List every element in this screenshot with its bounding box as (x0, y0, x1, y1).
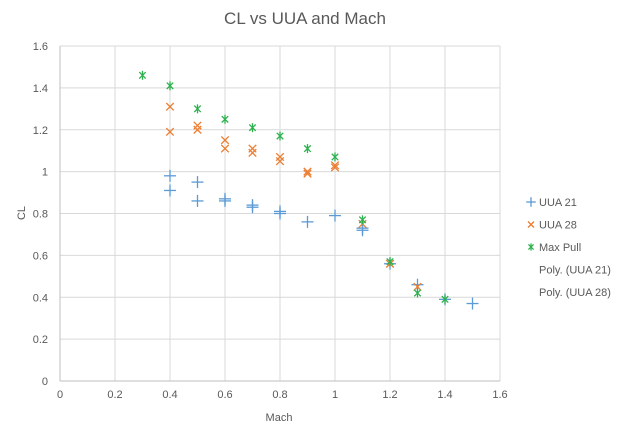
marker-stroke (330, 161, 340, 170)
data-point (386, 257, 394, 267)
data-point (138, 70, 147, 80)
data-point (330, 163, 340, 172)
data-point (165, 127, 175, 137)
legend-label: Max Pull (539, 242, 581, 254)
data-point (166, 81, 174, 91)
marker-stroke (220, 144, 230, 153)
x-tick-label: 1.2 (382, 389, 397, 401)
data-point (248, 123, 257, 133)
y-tick-label: 0.4 (33, 292, 48, 304)
data-point (193, 121, 202, 130)
marker-stroke (193, 125, 202, 134)
legend: UUA 21 UUA 28 Max Pull Poly. (UUA 21) Poly. … (526, 197, 611, 299)
marker-stroke (413, 282, 422, 291)
y-tick-label: 0.2 (33, 334, 48, 346)
y-tick-label: 1.2 (33, 125, 48, 137)
data-points (138, 70, 479, 310)
data-point (275, 156, 285, 166)
series-uua-28 (165, 102, 422, 291)
marker-stroke (165, 127, 175, 137)
marker-stroke (248, 148, 257, 157)
marker-stroke (165, 102, 175, 111)
x-tick-label: 1.6 (492, 389, 507, 401)
data-point (331, 152, 339, 162)
y-tick-labels: 0 0.2 0.4 0.6 0.8 1 1.2 1.4 1.6 (33, 41, 48, 388)
data-point (441, 294, 449, 304)
data-point (303, 144, 312, 154)
legend-label: Poly. (UUA 21) (539, 265, 611, 277)
x-tick-label: 0 (57, 389, 63, 401)
legend-item: Poly. (UUA 21) (539, 265, 611, 277)
y-axis-title: CL (16, 206, 28, 220)
x-tick-label: 0.6 (217, 389, 232, 401)
axes (59, 46, 500, 382)
data-point (219, 194, 231, 207)
x-tick-label: 0.2 (107, 389, 122, 401)
legend-label: UUA 21 (539, 197, 577, 209)
data-point (303, 167, 312, 176)
y-tick-label: 1.6 (33, 41, 48, 53)
legend-marker (527, 243, 535, 251)
data-point (193, 104, 202, 114)
data-point (276, 131, 284, 141)
marker-stroke (275, 156, 285, 166)
data-point (466, 297, 479, 310)
x-tick-label: 0.4 (162, 389, 177, 401)
data-point (164, 169, 176, 182)
data-point (164, 184, 176, 197)
data-point (220, 144, 230, 153)
legend-label: Poly. (UUA 28) (539, 287, 611, 299)
legend-item: Max Pull (527, 242, 581, 254)
data-point (413, 288, 422, 298)
data-point (220, 136, 230, 145)
data-point (301, 215, 314, 228)
x-tick-label: 1.4 (437, 389, 452, 401)
marker-stroke (303, 169, 312, 178)
marker-stroke (220, 136, 230, 145)
data-point (191, 176, 204, 189)
legend-label: UUA 28 (539, 220, 577, 232)
x-tick-label: 0.8 (272, 389, 287, 401)
legend-item: UUA 28 (527, 220, 577, 232)
legend-marker (526, 197, 536, 207)
data-point (356, 224, 369, 237)
data-point (330, 161, 340, 170)
y-tick-label: 0 (42, 376, 48, 388)
y-tick-label: 1 (42, 167, 48, 179)
marker-stroke (303, 167, 312, 176)
data-point (274, 207, 286, 220)
data-point (221, 114, 229, 124)
data-point (165, 102, 175, 111)
x-axis-title: Mach (266, 412, 293, 424)
data-point (329, 209, 341, 222)
x-tick-labels: 0 0.2 0.4 0.6 0.8 1 1.2 1.4 1.6 (57, 389, 508, 401)
x-tick-label: 1 (332, 389, 338, 401)
chart-title: CL vs UUA and Mach (224, 9, 386, 28)
legend-item: Poly. (UUA 28) (539, 287, 611, 299)
y-tick-label: 1.4 (33, 83, 48, 95)
data-point (248, 144, 257, 153)
data-point (303, 169, 312, 178)
data-point (413, 282, 422, 291)
marker-stroke (527, 221, 535, 228)
y-tick-label: 0.8 (33, 209, 48, 221)
data-point (246, 201, 259, 214)
data-point (191, 194, 204, 207)
data-point (248, 148, 257, 157)
series-uua-21 (164, 169, 479, 310)
marker-stroke (330, 163, 340, 172)
data-point (193, 125, 202, 134)
y-tick-label: 0.6 (33, 250, 48, 262)
legend-marker (527, 221, 535, 228)
legend-item: UUA 21 (526, 197, 577, 209)
series-max-pull (138, 70, 449, 304)
data-point (358, 215, 367, 225)
